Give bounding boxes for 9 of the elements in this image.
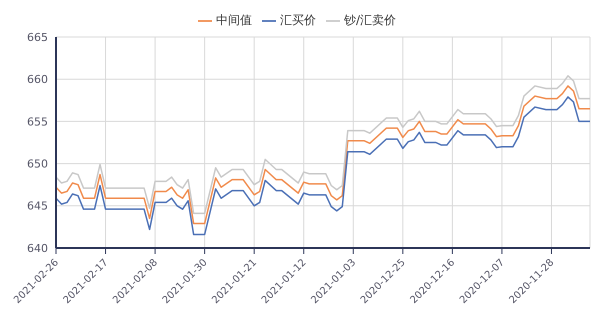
y-tick-label: 640 [27, 242, 48, 255]
y-tick-label: 650 [27, 158, 48, 171]
legend-label: 钞/汇卖价 [344, 13, 396, 27]
legend-label: 汇买价 [280, 13, 316, 27]
y-tick-label: 665 [27, 30, 48, 44]
y-tick-label: 660 [27, 73, 48, 86]
y-tick-label: 655 [27, 115, 48, 128]
legend-label: 中间值 [216, 13, 252, 27]
y-tick-label: 645 [27, 200, 48, 213]
